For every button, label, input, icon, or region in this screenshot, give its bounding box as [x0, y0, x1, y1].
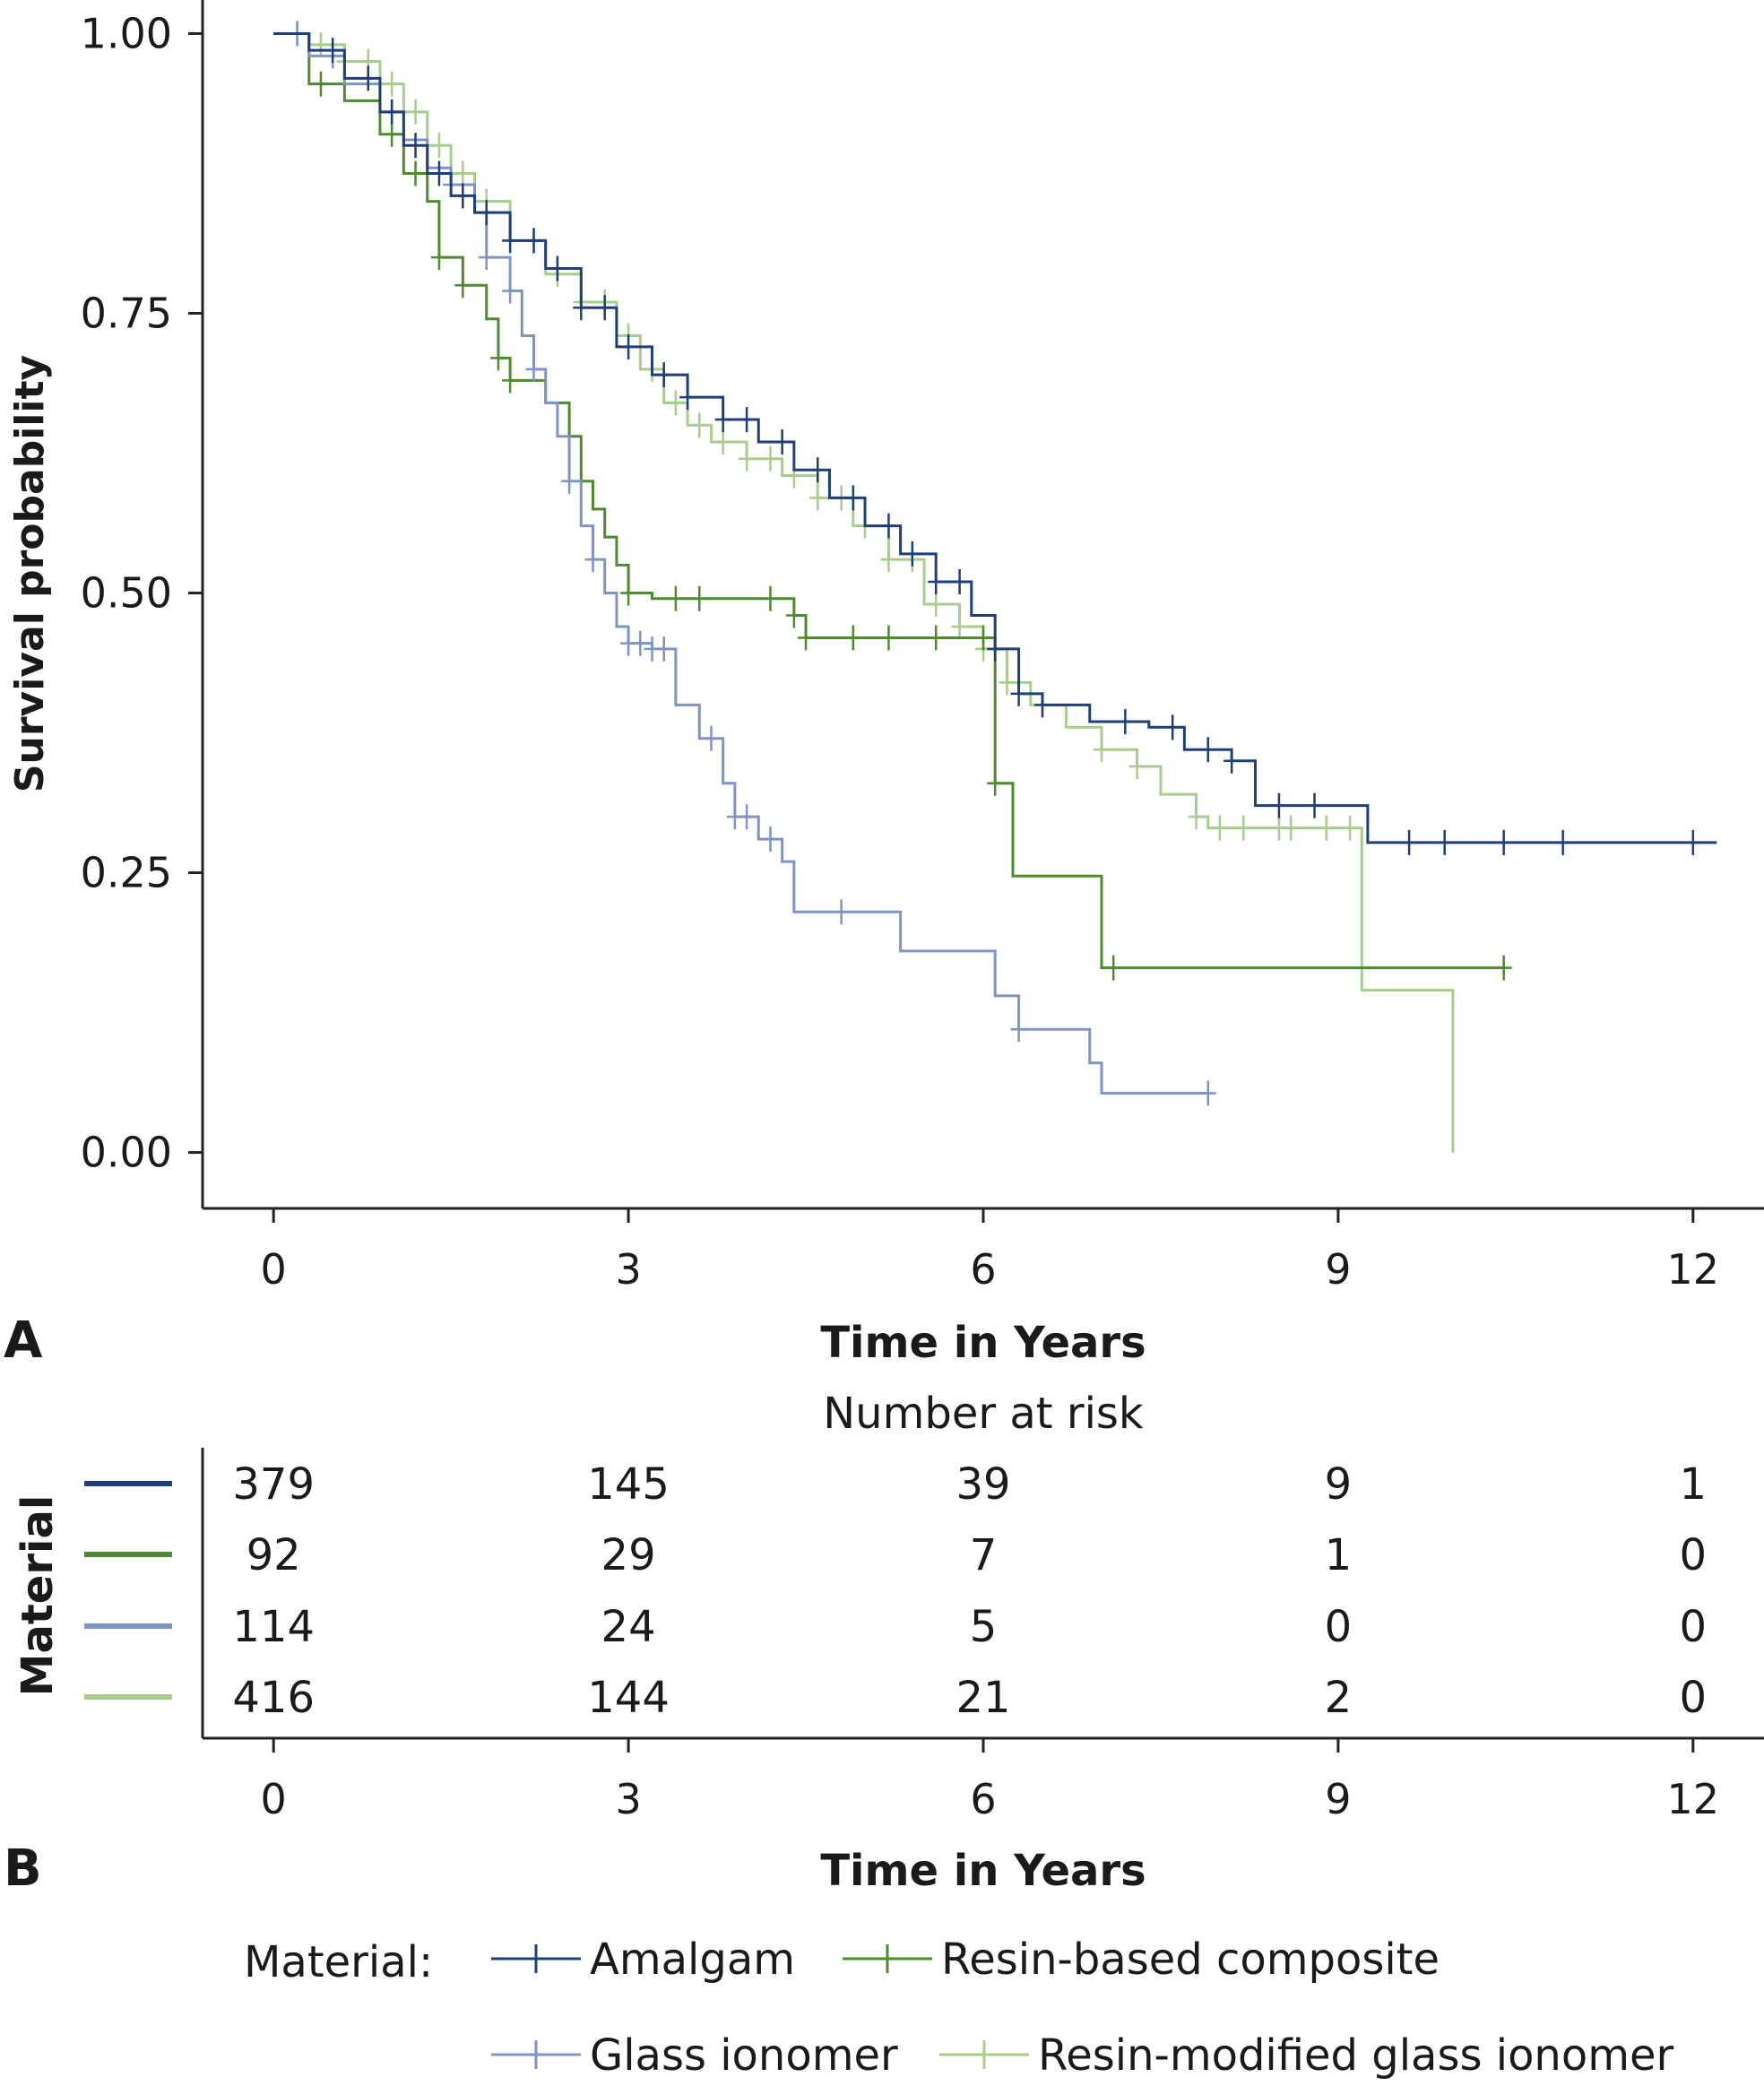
risk-table-x-ticks: 0 3 6 9 12 [261, 1738, 1720, 1823]
risk-row: 379 145 39 9 1 [84, 1459, 1707, 1510]
risk-count: 92 [246, 1530, 301, 1580]
y-axis-ticks: 0.00 0.25 0.50 0.75 1.00 [81, 9, 203, 1177]
panel-label-a: A [4, 1311, 43, 1370]
x-tick-label: 12 [1667, 1245, 1720, 1294]
risk-count: 145 [587, 1459, 670, 1510]
legend-label: Glass ionomer [590, 2030, 898, 2081]
survival-step-line [273, 31, 1455, 1153]
survival-curve-2 [273, 31, 1512, 981]
legend-item: Glass ionomer [491, 2030, 898, 2081]
number-at-risk-panel: Number at risk Material 379 145 39 9 192 29 7 1… [4, 1389, 1764, 1898]
y-tick-label: 0.75 [81, 289, 172, 337]
legend-label: Resin-modified glass ionomer [1038, 2030, 1674, 2081]
risk-x-tick-label: 3 [615, 1775, 641, 1823]
y-tick-label: 0.25 [81, 849, 172, 897]
x-tick-label: 3 [615, 1245, 641, 1294]
risk-count: 0 [1680, 1673, 1708, 1723]
survival-plot-panel: 0.00 0.25 0.50 0.75 1.00 0 3 6 9 12 Survival pro… [4, 0, 1764, 1370]
legend: Material: Amalgam Resin-based composite Gl… [244, 1935, 1674, 2081]
legend-item: Resin-based composite [843, 1935, 1440, 1985]
risk-table-x-title: Time in Years [820, 1846, 1146, 1896]
legend-label: Amalgam [590, 1935, 795, 1985]
risk-count: 5 [970, 1602, 998, 1652]
risk-count: 416 [232, 1673, 315, 1723]
risk-count: 29 [601, 1530, 656, 1580]
legend-title: Material: [244, 1937, 433, 1987]
survival-curves [273, 21, 1717, 1153]
risk-count: 1 [1680, 1459, 1708, 1510]
x-axis-title: Time in Years [820, 1318, 1146, 1368]
risk-count: 0 [1325, 1602, 1353, 1652]
x-tick-label: 0 [261, 1245, 287, 1294]
y-tick-label: 1.00 [81, 9, 172, 57]
x-tick-label: 6 [970, 1245, 996, 1294]
risk-count: 21 [956, 1673, 1010, 1723]
risk-count: 24 [601, 1602, 656, 1652]
risk-count: 0 [1680, 1530, 1708, 1580]
survival-step-line [273, 31, 1208, 1095]
y-tick-label: 0.00 [81, 1129, 172, 1177]
risk-table-title: Number at risk [823, 1389, 1144, 1439]
risk-table-y-title: Material [13, 1495, 63, 1697]
risk-count: 1 [1325, 1530, 1353, 1580]
risk-row: 114 24 5 0 0 [84, 1602, 1707, 1652]
risk-count: 144 [587, 1673, 670, 1723]
risk-count: 114 [232, 1602, 315, 1652]
panel-label-b: B [4, 1839, 42, 1898]
risk-count: 379 [232, 1459, 315, 1510]
y-axis-title: Survival probability [7, 355, 53, 792]
x-axis-ticks: 0 3 6 9 12 [261, 1208, 1720, 1294]
survival-curve-1 [273, 31, 1717, 855]
legend-item: Resin-modified glass ionomer [939, 2030, 1674, 2081]
legend-entries: Amalgam Resin-based composite Glass ionome… [491, 1935, 1674, 2081]
x-tick-label: 9 [1325, 1245, 1351, 1294]
risk-count: 7 [970, 1530, 998, 1580]
risk-x-tick-label: 9 [1325, 1775, 1351, 1823]
legend-item: Amalgam [491, 1935, 795, 1985]
y-tick-label: 0.50 [81, 569, 172, 618]
risk-count: 9 [1325, 1459, 1353, 1510]
risk-x-tick-label: 0 [261, 1775, 287, 1823]
risk-row: 416 144 21 2 0 [84, 1673, 1707, 1723]
legend-label: Resin-based composite [941, 1935, 1440, 1985]
risk-count: 0 [1680, 1602, 1708, 1652]
risk-table-rows: 379 145 39 9 1 92 29 7 1 0 114 24 5 0 0 416 144 21 2 0 [84, 1459, 1707, 1723]
risk-count: 2 [1325, 1673, 1353, 1723]
risk-x-tick-label: 6 [970, 1775, 996, 1823]
risk-row: 92 29 7 1 0 [84, 1530, 1707, 1580]
risk-x-tick-label: 12 [1667, 1775, 1720, 1823]
risk-count: 39 [956, 1459, 1010, 1510]
